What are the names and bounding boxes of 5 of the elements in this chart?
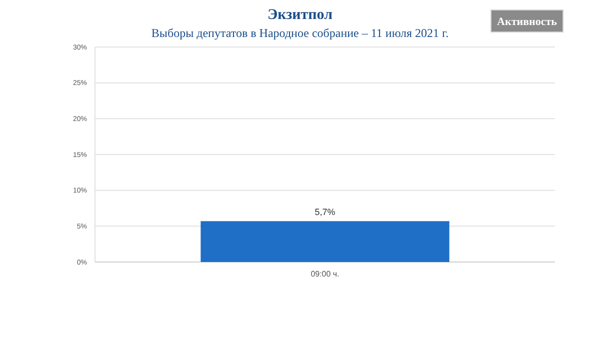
data-label: 5,7% [314,207,336,218]
activity-button: Активность [490,10,564,32]
chart-title: Экзитпол [267,7,334,23]
x-tick-label: 09:00 ч. [310,270,340,279]
chart-subtitle: Выборы депутатов в Народное собрание – 11 июля 2021 г. [151,26,449,40]
